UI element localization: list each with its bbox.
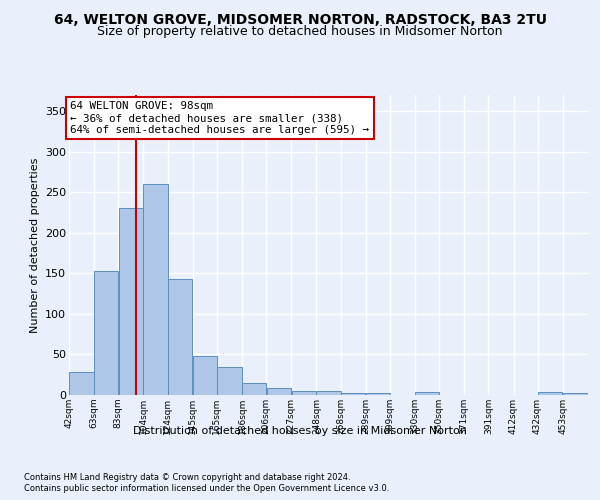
- Text: 64, WELTON GROVE, MIDSOMER NORTON, RADSTOCK, BA3 2TU: 64, WELTON GROVE, MIDSOMER NORTON, RADST…: [53, 12, 547, 26]
- Bar: [365, 392, 390, 395]
- Bar: [316, 391, 341, 395]
- Bar: [119, 208, 143, 395]
- Text: Contains HM Land Registry data © Crown copyright and database right 2024.: Contains HM Land Registry data © Crown c…: [24, 472, 350, 482]
- Bar: [143, 184, 167, 395]
- Bar: [563, 392, 587, 395]
- Bar: [266, 388, 291, 395]
- Bar: [94, 271, 118, 395]
- Bar: [242, 383, 266, 395]
- Bar: [70, 372, 94, 395]
- Text: Size of property relative to detached houses in Midsomer Norton: Size of property relative to detached ho…: [97, 25, 503, 38]
- Bar: [193, 356, 217, 395]
- Text: 64 WELTON GROVE: 98sqm
← 36% of detached houses are smaller (338)
64% of semi-de: 64 WELTON GROVE: 98sqm ← 36% of detached…: [70, 102, 369, 134]
- Text: Distribution of detached houses by size in Midsomer Norton: Distribution of detached houses by size …: [133, 426, 467, 436]
- Bar: [538, 392, 562, 395]
- Y-axis label: Number of detached properties: Number of detached properties: [29, 158, 40, 332]
- Bar: [341, 392, 365, 395]
- Bar: [217, 366, 242, 395]
- Bar: [415, 392, 439, 395]
- Bar: [292, 391, 316, 395]
- Bar: [168, 279, 192, 395]
- Text: Contains public sector information licensed under the Open Government Licence v3: Contains public sector information licen…: [24, 484, 389, 493]
